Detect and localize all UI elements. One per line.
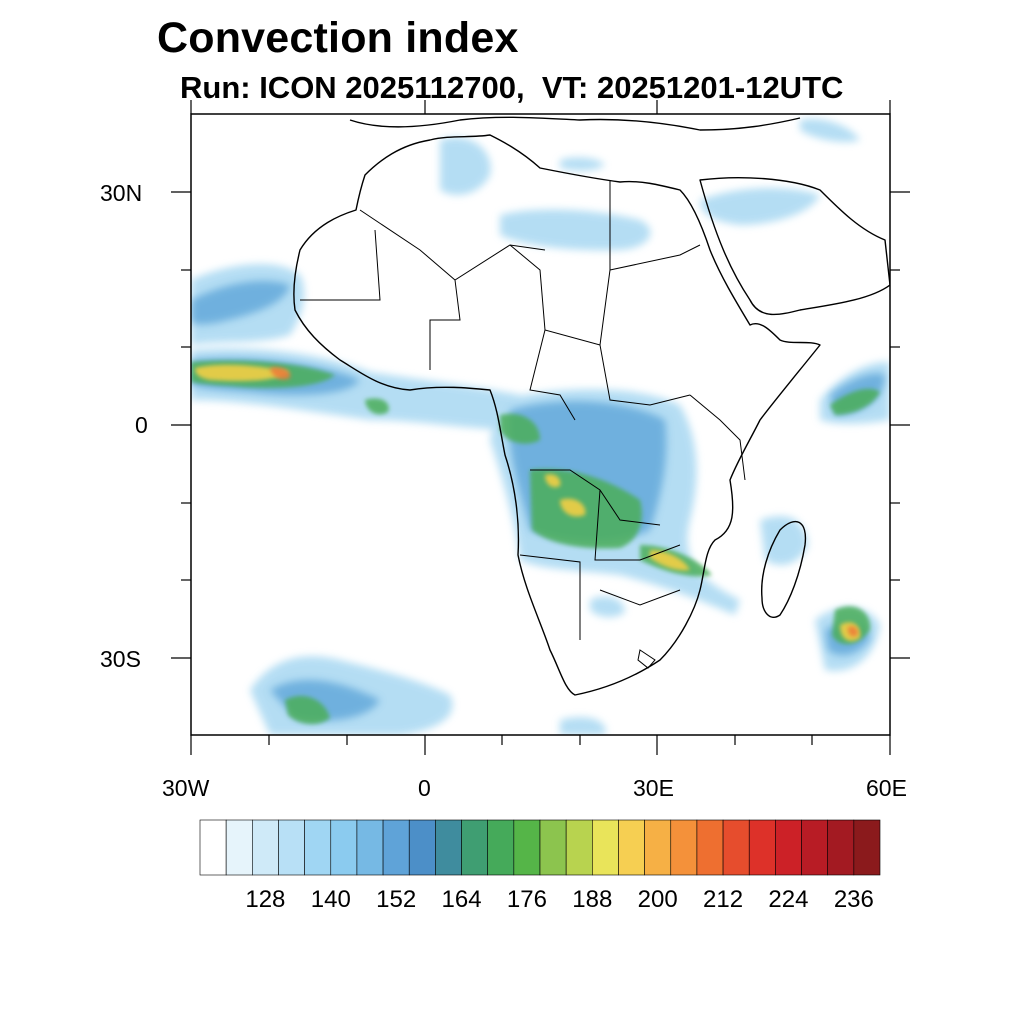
colorbar-swatch — [408, 819, 436, 876]
colorbar-label: 128 — [245, 886, 286, 913]
colorbar-swatch — [199, 819, 227, 876]
colorbar-swatch — [382, 819, 410, 876]
colorbar-swatch — [722, 819, 750, 876]
africa-coastline — [293, 134, 821, 696]
colorbar-swatch — [513, 819, 541, 876]
colorbar-swatch — [670, 819, 698, 876]
colorbar-label: 140 — [310, 886, 351, 913]
colorbar-swatch — [330, 819, 358, 876]
colorbar-swatch — [539, 819, 567, 876]
mediterranean-north-coast — [349, 116, 801, 131]
colorbar-label: 176 — [506, 886, 547, 913]
coastlines — [293, 116, 890, 696]
chart-subtitle: Run: ICON 2025112700, VT: 20251201-12UTC — [180, 70, 844, 105]
colorbar-label: 200 — [637, 886, 678, 913]
colorbar-swatch — [304, 819, 332, 876]
x-tick-label: 30W — [162, 775, 210, 801]
colorbar — [199, 819, 881, 876]
colorbar-swatch — [853, 819, 881, 876]
madagascar-coastline — [760, 520, 807, 618]
y-tick-label: 30S — [100, 646, 141, 672]
colorbar-label: 212 — [703, 886, 744, 913]
colorbar-swatch — [644, 819, 672, 876]
country-borders — [300, 180, 746, 669]
colorbar-swatch — [801, 819, 828, 876]
x-tick-label: 0 — [418, 775, 431, 801]
y-tick-label: 0 — [135, 412, 148, 438]
colorbar-swatch — [487, 819, 515, 876]
colorbar-label: 152 — [376, 886, 417, 913]
colorbar-swatch — [827, 819, 855, 876]
colorbar-swatch — [775, 819, 802, 876]
arabia-coastline — [699, 177, 890, 316]
colorbar-swatch — [696, 819, 724, 876]
axis-ticks — [171, 100, 910, 755]
colorbar-swatch — [618, 819, 645, 876]
colorbar-label: 164 — [441, 886, 482, 913]
chart-title: Convection index — [157, 14, 519, 62]
x-tick-label: 30E — [633, 775, 674, 801]
convection-peak-values — [270, 367, 858, 637]
colorbar-swatch — [278, 819, 305, 876]
colorbar-swatch — [748, 819, 776, 876]
convection-high-values — [195, 364, 861, 642]
colorbar-swatch — [592, 819, 619, 876]
colorbar-swatch — [435, 819, 462, 876]
colorbar-swatch — [461, 819, 488, 876]
colorbar-swatch — [252, 819, 279, 876]
colorbar-label: 188 — [572, 886, 613, 913]
colorbar-label: 236 — [833, 886, 874, 913]
colorbar-label: 224 — [768, 886, 809, 913]
x-tick-label: 60E — [866, 775, 907, 801]
colorbar-swatch — [565, 819, 593, 876]
colorbar-swatch — [225, 819, 253, 876]
y-tick-label: 30N — [100, 180, 143, 206]
colorbar-swatch — [356, 819, 384, 876]
